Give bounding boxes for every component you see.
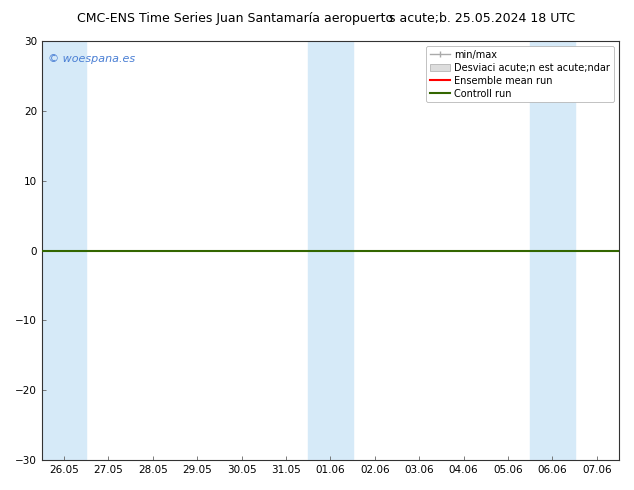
Text: © woespana.es: © woespana.es [48,53,134,64]
Text: CMC-ENS Time Series Juan Santamaría aeropuerto: CMC-ENS Time Series Juan Santamaría aero… [77,12,392,25]
Bar [308,41,353,460]
Bar [530,41,574,460]
Legend: min/max, Desviaci acute;n est acute;ndar, Ensemble mean run, Controll run: min/max, Desviaci acute;n est acute;ndar… [426,46,614,102]
Text: s acute;b. 25.05.2024 18 UTC: s acute;b. 25.05.2024 18 UTC [389,12,575,25]
Bar [42,41,86,460]
